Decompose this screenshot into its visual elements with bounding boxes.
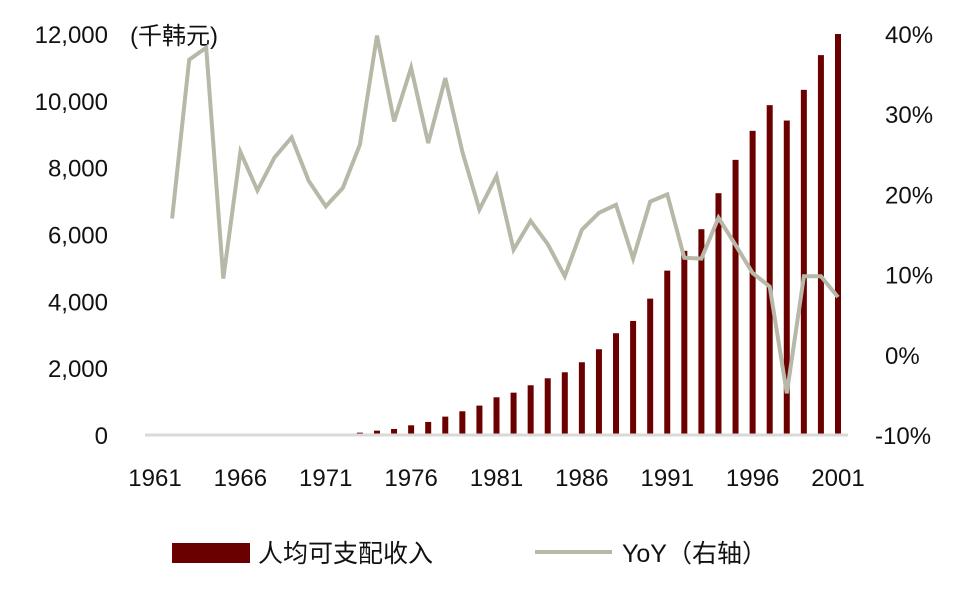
legend: 人均可支配收入 YoY（右轴） [172,540,767,568]
bar-1992 [681,251,687,435]
right-tick-label: 10% [885,263,933,290]
bar-1988 [613,333,619,435]
bar-2000 [818,55,824,435]
x-tick-label: 1966 [214,465,267,492]
bar-1979 [459,411,465,435]
left-tick-label: 0 [95,423,108,450]
left-tick-label: 12,000 [35,22,108,49]
right-axis-ticks: -10% 0% 10% 20% 30% 40% [875,22,933,450]
x-tick-label: 1986 [555,465,608,492]
x-axis-ticks: 1961 1966 1971 1976 1981 1986 1991 1996 2001 [128,465,864,492]
x-tick-label: 1961 [128,465,181,492]
bar-1982 [511,393,517,435]
bar-1984 [545,378,551,435]
left-tick-label: 8,000 [48,156,108,183]
legend-bar-label: 人均可支配收入 [258,540,433,568]
bar-1999 [801,90,807,435]
unit-label: (千韩元) [130,23,218,50]
right-tick-label: 30% [885,102,933,129]
bar-1989 [630,321,636,435]
left-tick-label: 4,000 [48,289,108,316]
bar-1991 [664,271,670,435]
bar-1983 [528,385,534,435]
bar-2001 [835,34,841,435]
bar-1995 [733,160,739,435]
bar-1996 [750,131,756,435]
right-tick-label: 20% [885,182,933,209]
left-axis-ticks: 0 2,000 4,000 6,000 8,000 10,000 12,000 [35,22,108,450]
bar-1994 [715,193,721,435]
right-tick-label: 40% [885,22,933,49]
bar-1987 [596,349,602,435]
right-tick-label: 0% [885,343,920,370]
bar-1980 [476,406,482,435]
bar-1981 [494,397,500,435]
bar-1978 [442,417,448,435]
left-tick-label: 6,000 [48,223,108,250]
left-tick-label: 2,000 [48,356,108,383]
x-tick-label: 2001 [811,465,864,492]
legend-bar-swatch [172,543,250,563]
legend-line-label: YoY（右轴） [622,540,767,568]
x-tick-label: 1976 [384,465,437,492]
bar-1985 [562,372,568,435]
x-tick-label: 1996 [726,465,779,492]
x-tick-label: 1971 [299,465,352,492]
bar-1997 [767,105,773,435]
bar-1990 [647,299,653,435]
bar-1977 [425,422,431,435]
x-tick-label: 1981 [470,465,523,492]
right-tick-label: -10% [875,423,931,450]
bar-series [152,34,841,435]
left-tick-label: 10,000 [35,89,108,116]
bar-1986 [579,362,585,435]
x-tick-label: 1991 [641,465,694,492]
